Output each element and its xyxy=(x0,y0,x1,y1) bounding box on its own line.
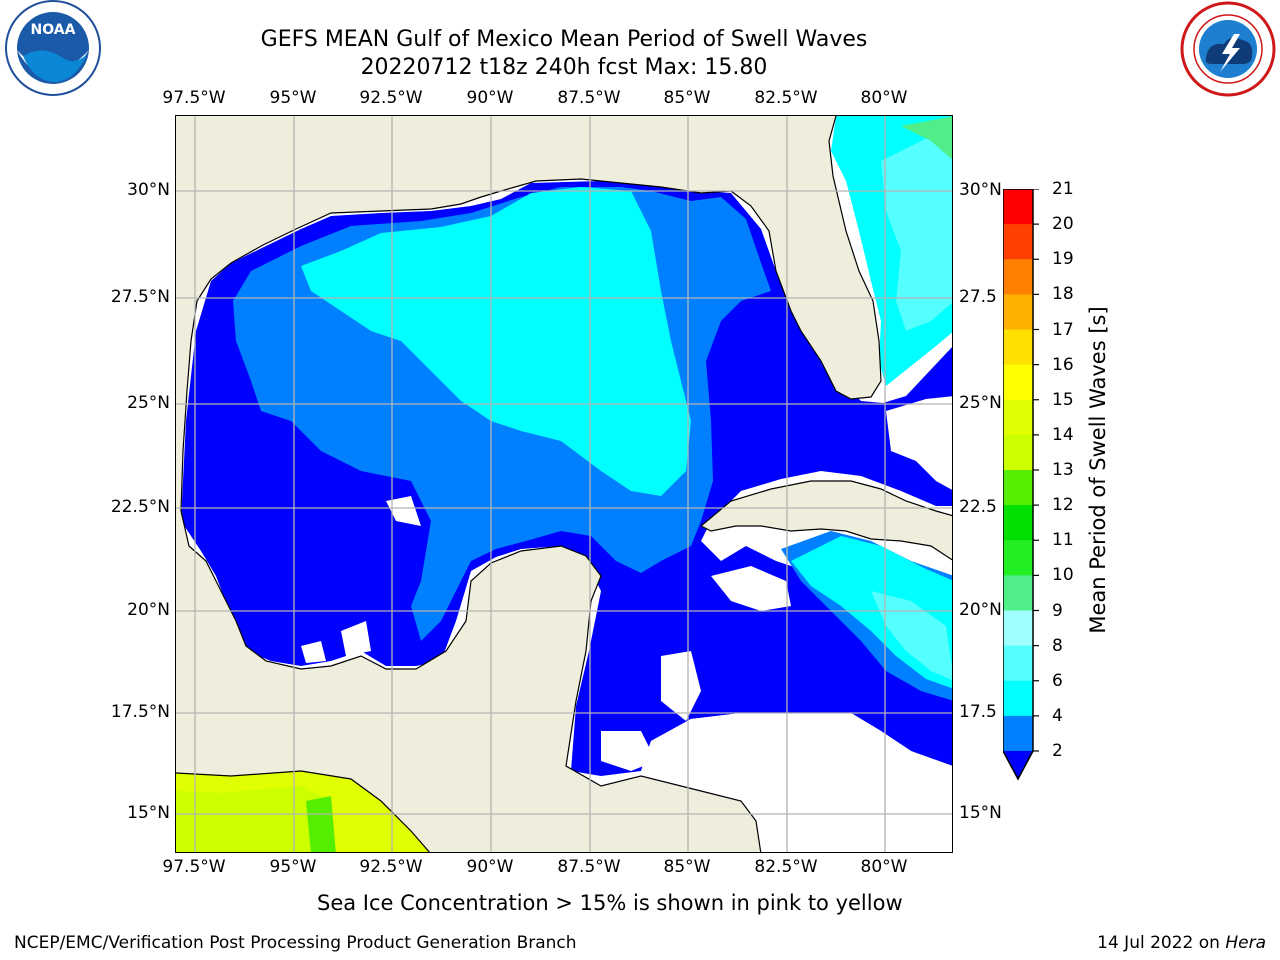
colorbar-segment xyxy=(1003,715,1033,752)
lat-label-left: 15°N xyxy=(127,803,170,823)
missing-data-patch xyxy=(386,496,421,526)
missing-data-patch xyxy=(601,731,656,771)
lon-label-bottom: 87.5°W xyxy=(557,857,621,877)
colorbar-tick-label: 10 xyxy=(1052,565,1074,586)
lon-label-top: 82.5°W xyxy=(754,88,818,108)
lon-label-bottom: 85°W xyxy=(663,857,711,877)
colorbar-segment xyxy=(1003,399,1033,436)
colorbar-tick-label: 11 xyxy=(1052,530,1074,551)
chart-subtitle: 20220712 t18z 240h fcst Max: 15.80 xyxy=(360,55,768,80)
coastline xyxy=(180,116,882,512)
missing-data-patch xyxy=(641,713,952,852)
colorbar-tick-label: 17 xyxy=(1052,319,1074,340)
lat-label-right: 17.5 xyxy=(959,702,997,722)
missing-data-patch xyxy=(886,396,952,490)
lat-label-left: 22.5°N xyxy=(110,497,170,517)
colorbar-segment xyxy=(1003,575,1033,611)
colorbar-tick-label: 12 xyxy=(1052,495,1074,516)
lon-label-bottom: 97.5°W xyxy=(162,857,226,877)
colorbar-tick-label: 4 xyxy=(1052,705,1063,726)
lat-label-right: 22.5 xyxy=(959,497,997,517)
colorbar-segment xyxy=(1003,259,1033,295)
lat-label-left: 27.5°N xyxy=(110,287,170,307)
colorbar-segment xyxy=(1003,364,1033,401)
missing-data-patch xyxy=(711,566,791,611)
sea-ice-note: Sea Ice Concentration > 15% is shown in … xyxy=(317,891,903,915)
lon-label-top: 87.5°W xyxy=(557,88,621,108)
lon-label-bottom: 92.5°W xyxy=(359,857,423,877)
footer-date: 14 Jul 2022 on Hera xyxy=(1097,933,1266,953)
lon-label-top: 80°W xyxy=(860,88,908,108)
lat-label-right: 20°N xyxy=(959,600,1002,620)
colorbar-tick-label: 19 xyxy=(1052,249,1074,270)
lon-label-bottom: 80°W xyxy=(860,857,908,877)
lat-label-right: 30°N xyxy=(959,180,1002,200)
coastline xyxy=(180,510,762,852)
lon-label-top: 85°W xyxy=(663,88,711,108)
lat-label-left: 30°N xyxy=(127,180,170,200)
colorbar-tick-label: 9 xyxy=(1052,600,1063,621)
lat-label-left: 20°N xyxy=(127,600,170,620)
colorbar-extend-triangle xyxy=(1003,751,1033,779)
colorbar-segment xyxy=(1003,505,1033,541)
lon-label-top: 95°W xyxy=(269,88,317,108)
lat-label-right: 25°N xyxy=(959,393,1002,413)
pacific-field-11-12s xyxy=(306,796,336,852)
atlantic-field-8-9s xyxy=(881,131,952,331)
colorbar-segment xyxy=(1003,610,1033,647)
colorbar-segment xyxy=(1003,470,1033,506)
nws-logo xyxy=(1180,1,1276,97)
colorbar-tick-label: 15 xyxy=(1052,389,1074,410)
colorbar-tick-label: 2 xyxy=(1052,741,1063,761)
colorbar-tick-label: 21 xyxy=(1052,179,1074,199)
colorbar-segment xyxy=(1003,434,1033,471)
lat-label-right: 15°N xyxy=(959,803,1002,823)
colorbar-segment xyxy=(1003,224,1033,260)
lon-label-bottom: 82.5°W xyxy=(754,857,818,877)
colorbar-segment xyxy=(1003,189,1033,225)
noaa-logo: NOAA xyxy=(5,0,101,96)
colorbar-tick-label: 14 xyxy=(1052,424,1074,445)
colorbar-tick-label: 6 xyxy=(1052,670,1063,691)
caribbean-field-8-9s xyxy=(871,591,952,681)
missing-data-patch xyxy=(341,621,371,656)
colorbar xyxy=(1003,189,1039,781)
colorbar-segment xyxy=(1003,645,1033,682)
colorbar-tick-label: 13 xyxy=(1052,460,1074,480)
colorbar-label: Mean Period of Swell Waves [s] xyxy=(1086,306,1110,634)
colorbar-tick-label: 16 xyxy=(1052,354,1074,375)
pacific-field-12-13s xyxy=(176,786,331,852)
svg-text:NOAA: NOAA xyxy=(31,22,76,38)
atlantic-field-9-10s xyxy=(901,116,952,160)
lon-label-top: 97.5°W xyxy=(162,88,226,108)
swell-field-6-8s xyxy=(301,187,691,496)
colorbar-frame xyxy=(1003,189,1034,781)
colorbar-tick-label: 8 xyxy=(1052,635,1063,656)
colorbar-tick-label: 20 xyxy=(1052,214,1074,235)
land-us-gulf-coast xyxy=(176,116,881,852)
footer-credit: NCEP/EMC/Verification Post Processing Pr… xyxy=(14,933,577,953)
lon-label-bottom: 90°W xyxy=(466,857,514,877)
lat-label-left: 25°N xyxy=(127,393,170,413)
chart-title: GEFS MEAN Gulf of Mexico Mean Period of … xyxy=(260,27,868,52)
colorbar-segment xyxy=(1003,680,1033,717)
coastline xyxy=(176,770,431,852)
map-panel[interactable] xyxy=(175,115,953,853)
lon-label-top: 90°W xyxy=(466,88,514,108)
footer-date-text: 14 Jul 2022 on xyxy=(1097,933,1226,953)
colorbar-segment xyxy=(1003,294,1033,330)
missing-data-patch xyxy=(661,651,701,721)
missing-data-patch xyxy=(301,641,326,663)
lon-label-bottom: 95°W xyxy=(269,857,317,877)
colorbar-tick-label: 18 xyxy=(1052,284,1074,305)
lat-label-right: 27.5 xyxy=(959,287,997,307)
swell-period-map xyxy=(176,116,952,852)
lat-label-left: 17.5°N xyxy=(110,702,170,722)
footer-host: Hera xyxy=(1225,933,1266,953)
colorbar-segment xyxy=(1003,329,1033,366)
colorbar-segment xyxy=(1003,540,1033,576)
lon-label-top: 92.5°W xyxy=(359,88,423,108)
graticule xyxy=(176,116,952,852)
